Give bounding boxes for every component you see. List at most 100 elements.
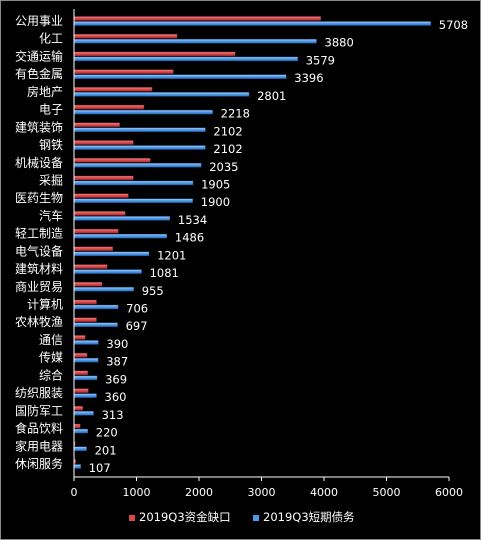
bar-funding-gap: [73, 175, 134, 181]
bar-short-term-debt: [73, 464, 81, 469]
legend: 2019Q3资金缺口 2019Q3短期债务: [129, 510, 355, 524]
data-label: 107: [89, 461, 111, 475]
bar-short-term-debt: [73, 21, 431, 26]
data-label: 1534: [178, 213, 207, 227]
legend-label-funding-gap: 2019Q3资金缺口: [139, 510, 231, 524]
data-label: 1201: [157, 248, 186, 262]
bar-short-term-debt: [73, 92, 250, 97]
bar-funding-gap: [73, 69, 174, 74]
data-label: 2102: [213, 142, 242, 156]
category-label: 有色金属: [15, 66, 63, 81]
category-label: 国防军工: [15, 403, 63, 418]
data-label: 697: [126, 319, 148, 333]
bar-short-term-debt: [73, 428, 88, 434]
bar-short-term-debt: [73, 251, 150, 257]
bar-funding-gap: [73, 264, 108, 269]
category-label: 汽车: [39, 208, 63, 223]
bar-short-term-debt: [73, 322, 118, 327]
bar-funding-gap: [73, 406, 83, 411]
x-tick-label: 0: [71, 486, 78, 499]
bar-funding-gap: [73, 140, 134, 145]
category-label: 休闲服务: [15, 456, 63, 471]
data-label: 390: [106, 337, 128, 351]
data-label: 369: [105, 372, 127, 386]
category-label: 通信: [39, 333, 63, 347]
bar-short-term-debt: [73, 216, 171, 221]
bar-funding-gap: [73, 34, 178, 39]
bar-short-term-debt: [73, 411, 94, 416]
category-label: 传媒: [39, 350, 63, 365]
data-label: 1905: [201, 177, 230, 191]
bar-funding-gap: [73, 16, 322, 21]
data-label: 1900: [201, 195, 230, 209]
bar-funding-gap: [73, 211, 126, 216]
bar-short-term-debt: [73, 375, 98, 381]
category-label: 房地产: [27, 84, 63, 99]
bar-funding-gap: [73, 246, 113, 252]
data-label: 5708: [439, 18, 468, 32]
category-label: 轻工制造: [15, 227, 63, 241]
category-label: 医药生物: [15, 191, 63, 205]
category-label: 公用事业: [15, 14, 63, 28]
bar-funding-gap: [73, 317, 97, 322]
category-label: 农林牧渔: [15, 315, 63, 329]
bar-funding-gap: [73, 104, 145, 110]
bar-short-term-debt: [73, 145, 206, 150]
bar-short-term-debt: [73, 340, 99, 345]
category-label: 纺织服装: [15, 386, 63, 400]
bar-short-term-debt: [73, 304, 119, 310]
legend-swatch-funding-gap: [129, 515, 135, 521]
x-tick-label: 3000: [248, 486, 276, 499]
bar-short-term-debt: [73, 180, 194, 186]
data-label: 3396: [294, 71, 323, 85]
x-axis: 0 1000 2000 3000 4000 5000 6000: [71, 9, 463, 499]
data-label: 3880: [325, 36, 354, 50]
bar-funding-gap: [73, 158, 151, 163]
category-label: 机械设备: [15, 155, 63, 170]
bar-funding-gap: [73, 370, 88, 376]
bar-funding-gap: [73, 51, 236, 57]
data-label: 2102: [213, 124, 242, 138]
legend-label-short-term-debt: 2019Q3短期债务: [263, 510, 355, 524]
category-label: 综合: [39, 367, 63, 382]
bar-funding-gap: [73, 388, 89, 393]
category-label: 交通运输: [15, 48, 63, 63]
x-tick-label: 2000: [185, 486, 213, 499]
legend-swatch-short-term-debt: [253, 515, 259, 521]
category-label: 电气设备: [15, 243, 63, 258]
category-label: 食品饮料: [15, 421, 63, 436]
data-label: 201: [95, 443, 117, 457]
category-label: 计算机: [27, 297, 63, 312]
bar-short-term-debt: [73, 198, 193, 203]
data-label: 2801: [257, 89, 286, 103]
x-tick-label: 1000: [123, 486, 151, 499]
bar-short-term-debt: [73, 287, 134, 292]
bar-funding-gap: [73, 299, 97, 305]
data-label: 955: [142, 284, 164, 298]
bar-funding-gap: [73, 282, 103, 287]
bar-short-term-debt: [73, 163, 202, 168]
bar-short-term-debt: [73, 109, 213, 115]
bar-funding-gap: [73, 87, 153, 92]
x-tick-label: 4000: [310, 486, 338, 499]
data-label: 1486: [175, 231, 204, 245]
data-label: 220: [96, 426, 118, 440]
bar-short-term-debt: [73, 39, 317, 44]
data-label: 706: [126, 302, 148, 316]
bar-funding-gap: [73, 423, 81, 429]
bar-short-term-debt: [73, 56, 298, 62]
category-label: 家用电器: [15, 438, 63, 453]
bar-short-term-debt: [73, 269, 142, 274]
data-label: 1081: [150, 266, 179, 280]
bar-funding-gap: [73, 352, 88, 358]
category-label: 化工: [39, 32, 63, 46]
data-label: 3579: [306, 53, 335, 67]
x-tick-label: 5000: [373, 486, 401, 499]
category-label: 采掘: [39, 172, 63, 187]
category-label: 钢铁: [39, 138, 63, 152]
data-label: 2035: [209, 160, 238, 174]
bar-short-term-debt: [73, 74, 287, 79]
category-label: 电子: [39, 103, 63, 117]
